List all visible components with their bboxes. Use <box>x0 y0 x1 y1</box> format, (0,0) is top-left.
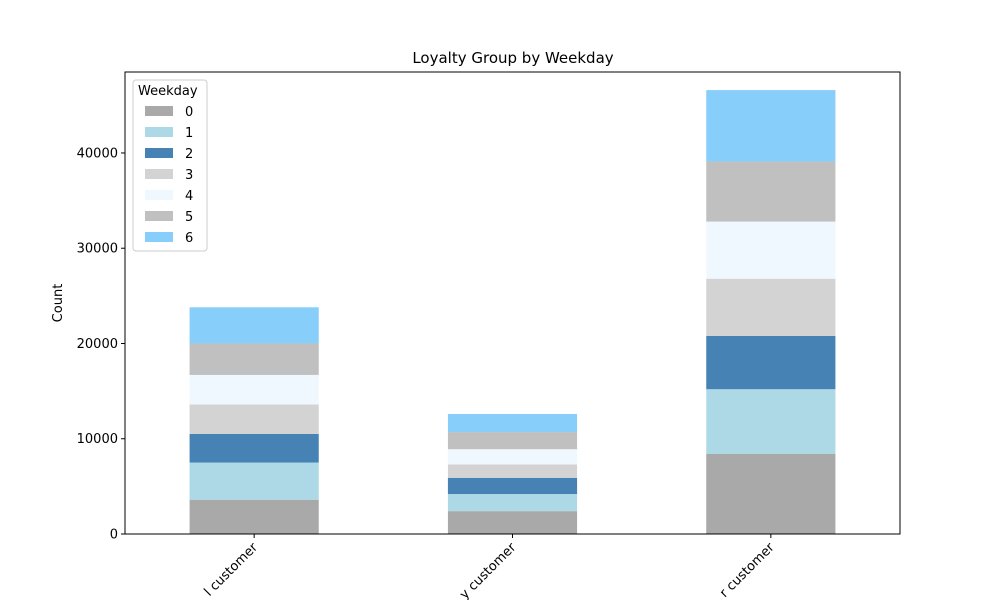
legend-swatch-5 <box>145 211 173 221</box>
legend-label-5: 5 <box>185 210 193 225</box>
bar-segment-0-weekday-5 <box>189 343 319 375</box>
legend-box <box>132 79 208 252</box>
y-tick-label: 30000 <box>77 242 118 257</box>
legend-label-0: 0 <box>185 105 193 120</box>
bar-segment-0-weekday-0 <box>189 499 319 534</box>
legend-label-6: 6 <box>185 231 193 246</box>
y-tick-label: 10000 <box>77 432 118 447</box>
bars-layer <box>189 90 836 534</box>
bar-segment-2-weekday-0 <box>706 453 836 534</box>
y-tick-label: 40000 <box>77 146 118 161</box>
bar-segment-1-weekday-5 <box>447 432 578 450</box>
x-tick-label: l customer <box>202 540 262 600</box>
y-tick-label: 0 <box>110 528 118 543</box>
legend-label-4: 4 <box>185 189 193 204</box>
chart-title: Loyalty Group by Weekday <box>412 49 613 67</box>
bar-segment-0-weekday-6 <box>189 307 319 344</box>
bar-segment-1-weekday-2 <box>447 477 578 494</box>
bar-segment-2-weekday-5 <box>706 161 836 222</box>
y-tick-label: 20000 <box>77 337 118 352</box>
legend-title: Weekday <box>138 84 198 99</box>
bar-segment-2-weekday-1 <box>706 389 836 454</box>
x-tick-label: r customer <box>717 540 778 600</box>
bar-segment-0-weekday-3 <box>189 404 319 434</box>
legend-swatch-2 <box>145 148 173 158</box>
bar-segment-2-weekday-6 <box>706 90 836 162</box>
legend-swatch-1 <box>145 127 173 137</box>
legend-label-3: 3 <box>185 168 193 183</box>
bar-segment-0-weekday-2 <box>189 433 319 463</box>
bar-segment-1-weekday-0 <box>447 511 578 534</box>
x-tick-label: y customer <box>457 540 520 600</box>
legend-swatch-0 <box>145 106 173 116</box>
bar-segment-0-weekday-4 <box>189 374 319 405</box>
legend: Weekday 0 1 2 3 4 5 6 <box>132 79 208 252</box>
bar-segment-2-weekday-2 <box>706 335 836 390</box>
bar-segment-1-weekday-1 <box>447 493 578 512</box>
legend-swatch-3 <box>145 169 173 179</box>
bar-segment-2-weekday-3 <box>706 278 836 336</box>
bar-segment-2-weekday-4 <box>706 221 836 279</box>
legend-swatch-6 <box>145 232 173 242</box>
bar-segment-0-weekday-1 <box>189 462 319 500</box>
bar-segment-1-weekday-3 <box>447 464 578 478</box>
bar-segment-1-weekday-6 <box>447 413 578 433</box>
legend-label-1: 1 <box>185 126 193 141</box>
legend-swatch-4 <box>145 190 173 200</box>
y-axis-label: Count <box>51 284 66 323</box>
bar-segment-1-weekday-4 <box>447 449 578 465</box>
legend-label-2: 2 <box>185 147 193 162</box>
